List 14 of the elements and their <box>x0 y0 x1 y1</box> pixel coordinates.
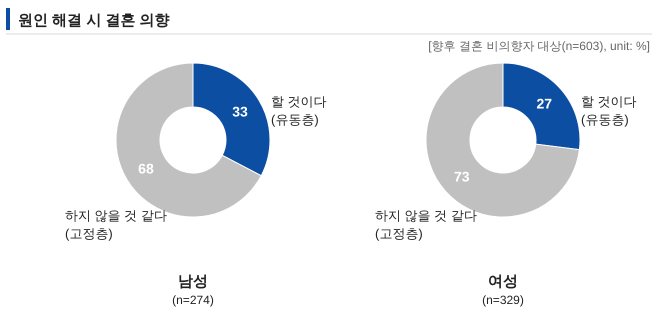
text: 여성 <box>488 273 518 290</box>
data-label: 33 <box>232 104 248 120</box>
text: 원인 해결 시 결혼 의향 <box>18 12 170 29</box>
text: (n=329) <box>482 293 524 307</box>
data-label: 73 <box>454 168 470 184</box>
slice-label: 할 것이다 (유동층) <box>581 94 637 127</box>
text: 남성 <box>178 273 208 290</box>
slice-label: 하지 않을 것 같다 (고정층) <box>375 208 477 241</box>
slice-label: 할 것이다 (유동층) <box>271 94 327 127</box>
text: (n=274) <box>172 293 214 307</box>
text: [향후 결혼 비의향자 대상(n=603), unit: %] <box>428 39 650 53</box>
data-label: 27 <box>536 96 552 112</box>
slice-label: 하지 않을 것 같다 (고정층) <box>65 208 167 241</box>
data-label: 68 <box>138 160 154 176</box>
